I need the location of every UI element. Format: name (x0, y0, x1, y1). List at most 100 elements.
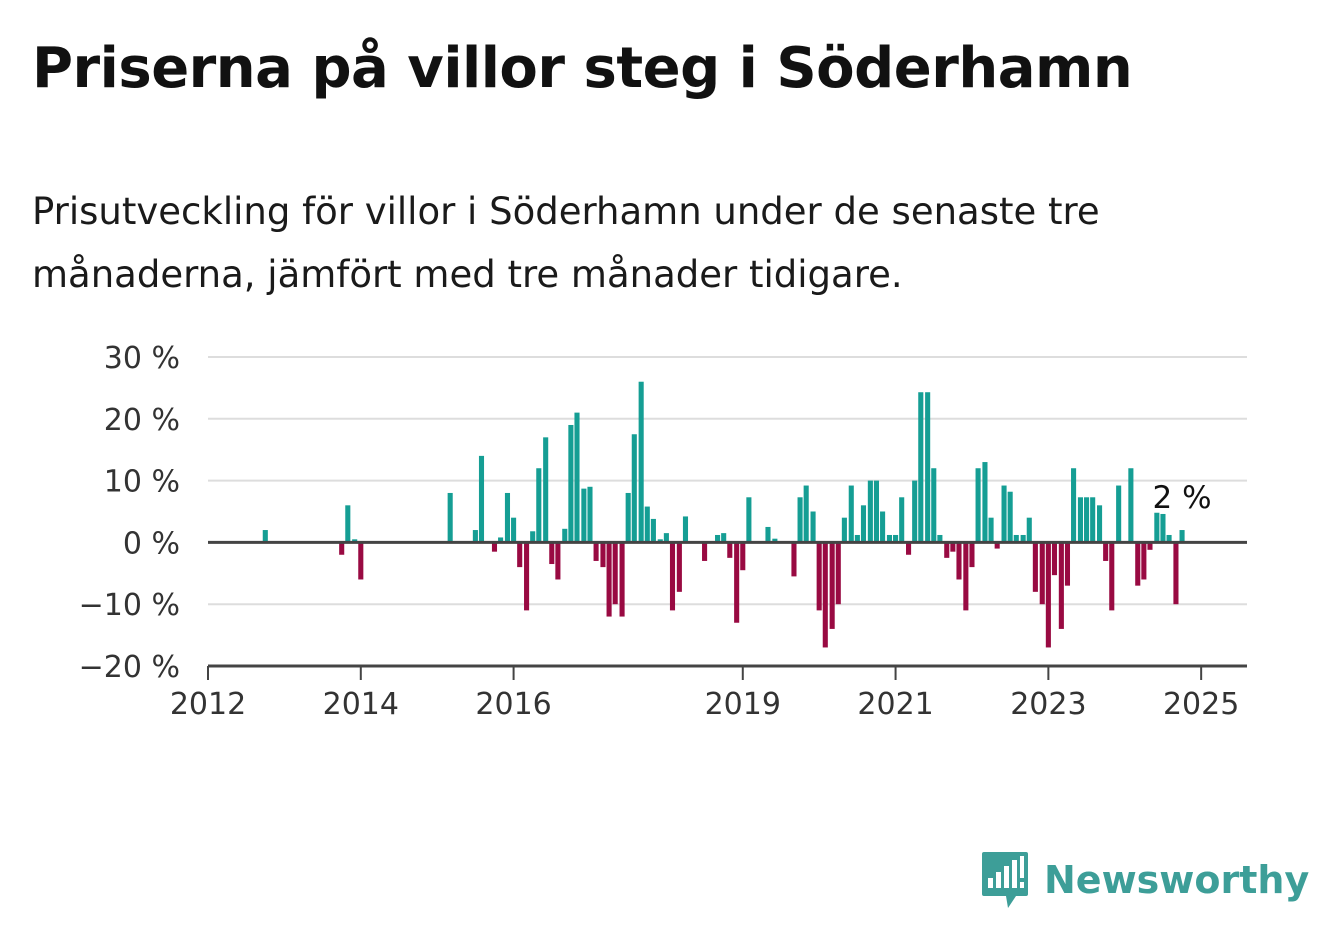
bar (893, 534, 899, 543)
gridlines (208, 356, 1247, 606)
bar (568, 424, 574, 543)
bar (644, 506, 650, 543)
bar (835, 542, 841, 605)
bar (860, 505, 867, 543)
bar (746, 497, 752, 543)
bar (816, 542, 822, 611)
bar (1147, 542, 1153, 550)
axes: 30 % 20 % 10 % 0 % −10 % −20 %2012 2014 2016 201… (79, 341, 1247, 722)
bar (880, 511, 886, 543)
bar (1141, 542, 1147, 580)
x-tick-label: 2025 (1163, 687, 1239, 722)
bar (581, 488, 587, 543)
bar (848, 485, 854, 543)
bar (549, 542, 555, 565)
bar (562, 528, 568, 543)
y-tick-label: 20 % (104, 403, 180, 438)
bar (956, 542, 962, 580)
bar (593, 542, 599, 561)
bar (262, 530, 268, 543)
y-tick-label: 0 % (123, 526, 180, 561)
bar (625, 492, 631, 543)
bar (841, 517, 847, 543)
bar (498, 537, 504, 543)
y-tick-label: −10 % (79, 588, 180, 623)
newsworthy-logo-icon (982, 852, 1028, 908)
bar (1173, 542, 1179, 605)
bar (663, 533, 669, 543)
bar (1103, 542, 1109, 561)
y-tick-label: 10 % (104, 465, 180, 500)
bar (715, 534, 721, 543)
bar (543, 437, 549, 543)
bar (574, 412, 580, 543)
bar (511, 517, 517, 543)
x-tick-label: 2023 (1010, 687, 1086, 722)
bar (1135, 542, 1141, 586)
bar (1077, 497, 1083, 543)
chart-subtitle: Prisutveckling för villor i Söderhamn un… (32, 190, 1100, 296)
bar (447, 492, 453, 543)
x-tick-label: 2019 (705, 687, 781, 722)
bar (969, 542, 975, 568)
bar (1039, 542, 1045, 605)
bar (803, 485, 809, 543)
chart-title: Priserna på villor steg i Söderhamn (32, 36, 1133, 101)
bar (600, 542, 606, 568)
bar (517, 542, 523, 568)
brand-logo: Newsworthy (980, 850, 1309, 910)
bar (906, 542, 912, 555)
bar (657, 539, 663, 543)
x-tick-label: 2016 (475, 687, 551, 722)
bar (358, 542, 364, 580)
bar (1045, 542, 1051, 648)
bar (612, 542, 618, 605)
bar (555, 542, 561, 580)
bar (472, 530, 478, 543)
bar (963, 542, 969, 611)
bars (262, 381, 1185, 648)
bar (1071, 468, 1077, 543)
bar (944, 542, 950, 558)
bar (899, 497, 905, 543)
bar (530, 531, 536, 543)
bar (1090, 497, 1096, 543)
bar (1026, 517, 1032, 543)
last-value-annotation: 2 % (1153, 480, 1212, 516)
bar (797, 497, 803, 543)
bar (810, 511, 816, 543)
bar (619, 542, 625, 617)
bar (727, 542, 733, 558)
bar (854, 534, 860, 543)
bar (1154, 512, 1160, 543)
bar (988, 517, 994, 543)
bar (1051, 542, 1058, 576)
bar (791, 542, 797, 577)
bar (1097, 505, 1103, 543)
bar (1128, 468, 1134, 543)
x-tick-label: 2012 (170, 687, 246, 722)
bar (345, 505, 351, 543)
x-tick-label: 2021 (857, 687, 933, 722)
bar (975, 468, 981, 543)
bar (606, 542, 612, 617)
bar (1116, 485, 1122, 543)
bar (1001, 485, 1007, 543)
bar (524, 542, 530, 611)
bar (721, 533, 727, 543)
bar (1160, 513, 1166, 543)
bar (873, 480, 880, 543)
bar (676, 542, 682, 592)
bar (734, 542, 740, 623)
bar (587, 486, 593, 543)
bar (669, 542, 676, 611)
bar (1179, 530, 1185, 543)
bar (918, 392, 924, 543)
bar (339, 542, 345, 555)
bar (1058, 542, 1064, 629)
bar (982, 462, 988, 543)
bar (638, 381, 644, 543)
bar (822, 542, 828, 648)
bar (950, 542, 956, 552)
